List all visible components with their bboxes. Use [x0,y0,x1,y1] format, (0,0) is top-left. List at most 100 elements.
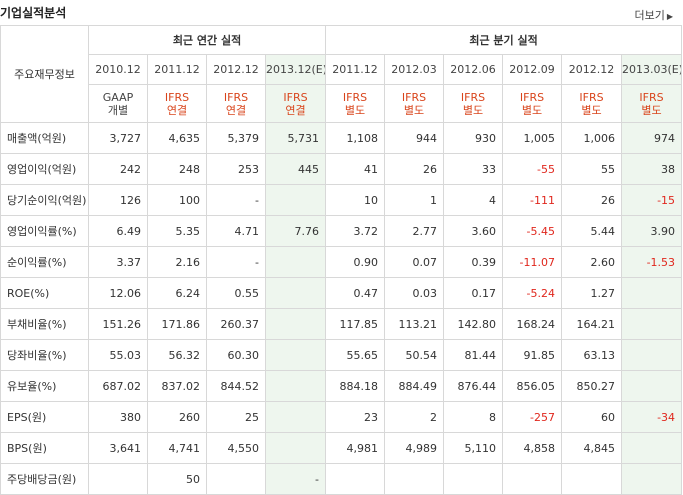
consolidation-type: 연결 [285,103,306,117]
value-cell: 5,110 [443,432,504,464]
row-label: 매출액(억원) [0,122,89,154]
period-header: 2012.09 [502,54,563,85]
value-cell: 687.02 [88,370,148,402]
period-header: 2012.12 [561,54,623,85]
value-cell: 3,641 [88,432,148,464]
table-row: 유보율(%) 687.02 837.02 844.52 884.18 884.49 876.… [0,370,683,402]
consolidation-type: 별도 [403,103,425,117]
standard-type: IFRS [401,90,427,104]
value-cell: 100 [147,184,207,216]
standard-type: GAAP [102,90,134,104]
consolidation-type: 별도 [641,103,662,117]
value-cell: 3.37 [88,246,148,278]
value-cell [88,463,148,495]
value-cell: 260 [147,401,207,433]
table-row: 영업이익률(%) 6.49 5.35 4.71 7.76 3.72 2.77 3.60 -5.4… [0,215,683,247]
row-label: 부채비율(%) [0,308,89,340]
row-label: 당좌비율(%) [0,339,89,371]
value-cell [561,463,623,495]
table-body: 매출액(억원) 3,727 4,635 5,379 5,731 1,108 944 930 1,… [0,122,683,495]
table-row: 순이익률(%) 3.37 2.16- 0.90 0.07 0.39 -11.07 2.60 -1… [0,246,683,278]
period-header: 2012.03 [384,54,445,85]
value-cell: 856.05 [502,370,563,402]
value-cell: 91.85 [502,339,563,371]
more-label: 더보기 [634,9,665,22]
value-cell: 0.07 [384,246,445,278]
value-cell: 253 [206,153,266,185]
value-cell: 884.49 [384,370,445,402]
value-cell: 2.16 [147,246,207,278]
value-cell: 168.24 [502,308,563,340]
value-cell [264,339,327,371]
value-cell [502,463,563,495]
value-cell [384,463,445,495]
period-header: 2012.06 [443,54,504,85]
value-cell: 41 [325,153,386,185]
value-cell: 164.21 [561,308,623,340]
value-cell [621,339,683,371]
value-cell: 151.26 [88,308,148,340]
value-cell: 1,005 [502,122,563,154]
row-label: 순이익률(%) [0,246,89,278]
value-cell: 5.35 [147,215,207,247]
standard-type: IFRS [164,90,190,104]
value-cell [264,246,327,278]
value-cell: 445 [264,153,327,185]
value-cell: 260.37 [206,308,266,340]
value-cell [621,308,683,340]
table-row: 영업이익(억원) 242 248 253 445 41 26 33 -55 55 38 [0,153,683,185]
row-label: ROE(%) [0,277,89,309]
consolidation-type: 별도 [344,103,366,117]
value-cell: 55.03 [88,339,148,371]
more-link[interactable]: 더보기 ▶ [634,7,673,23]
value-cell: 2.77 [384,215,445,247]
value-cell: 884.18 [325,370,386,402]
value-cell [206,463,266,495]
page-title: 기업실적분석 [0,6,67,20]
value-cell: 8 [443,401,504,433]
value-cell [621,432,683,464]
consolidation-type: 연결 [225,103,247,117]
value-cell: 117.85 [325,308,386,340]
consolidation-type: 별도 [521,103,543,117]
value-cell: 81.44 [443,339,504,371]
value-cell [325,463,386,495]
table-row: BPS(원) 3,641 4,741 4,550 4,981 4,989 5,110 4,85… [0,432,683,464]
value-cell: 4 [443,184,504,216]
accounting-standard-cell: IFRS 별도 [443,84,504,123]
value-cell: 5.44 [561,215,623,247]
value-cell: 4,550 [206,432,266,464]
value-cell: 60.30 [206,339,266,371]
value-cell: - [206,184,266,216]
accounting-standard-cell: IFRS 별도 [384,84,445,123]
value-cell: 4.71 [206,215,266,247]
value-cell: 38 [621,153,683,185]
quarter-group-header: 최근 분기 실적 [325,25,683,55]
accounting-standard-cell: IFRS 별도 [325,84,386,123]
value-cell: 33 [443,153,504,185]
row-label: 영업이익(억원) [0,153,89,185]
value-cell: 944 [384,122,445,154]
standard-type: IFRS [283,90,308,104]
value-cell: -5.45 [502,215,563,247]
row-label: 당기순이익(억원) [0,184,89,216]
value-cell: 0.39 [443,246,504,278]
value-cell: 6.24 [147,277,207,309]
value-cell: 3.60 [443,215,504,247]
accounting-standard-cell: IFRS 연결 [264,84,327,123]
standard-type: IFRS [223,90,249,104]
value-cell: 4,845 [561,432,623,464]
table-row: 당기순이익(억원) 126 100- 10 1 4 -111 26 -15 [0,184,683,216]
value-cell: -55 [502,153,563,185]
value-cell: 0.90 [325,246,386,278]
value-cell [621,277,683,309]
period-header: 2013.03(E) [621,54,683,85]
value-cell: 26 [561,184,623,216]
value-cell [264,370,327,402]
value-cell: 23 [325,401,386,433]
value-cell: 4,989 [384,432,445,464]
value-cell [443,463,504,495]
value-cell: 974 [621,122,683,154]
value-cell: 5,379 [206,122,266,154]
financial-table: 주요재무정보 최근 연간 실적 최근 분기 실적 2010.12 2011.12 2… [0,25,683,495]
